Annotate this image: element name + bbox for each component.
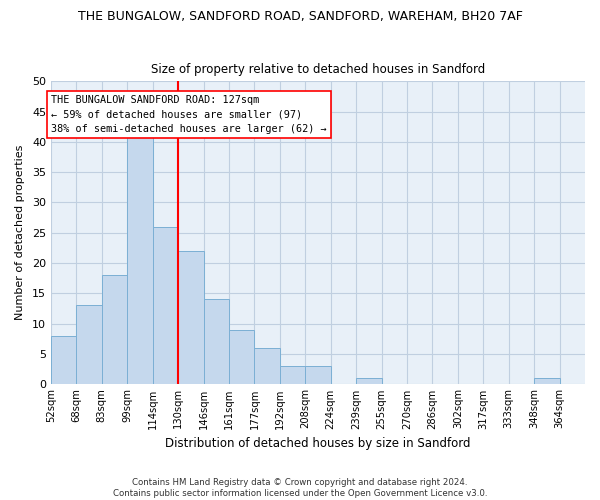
Bar [254, 348, 280, 384]
Text: THE BUNGALOW, SANDFORD ROAD, SANDFORD, WAREHAM, BH20 7AF: THE BUNGALOW, SANDFORD ROAD, SANDFORD, W… [77, 10, 523, 23]
Y-axis label: Number of detached properties: Number of detached properties [15, 145, 25, 320]
Bar [229, 330, 254, 384]
Bar [203, 300, 229, 384]
Bar [102, 275, 127, 384]
Bar [76, 306, 102, 384]
Bar [534, 378, 560, 384]
Bar [178, 251, 203, 384]
X-axis label: Distribution of detached houses by size in Sandford: Distribution of detached houses by size … [165, 437, 471, 450]
Text: Contains HM Land Registry data © Crown copyright and database right 2024.
Contai: Contains HM Land Registry data © Crown c… [113, 478, 487, 498]
Text: THE BUNGALOW SANDFORD ROAD: 127sqm
← 59% of detached houses are smaller (97)
38%: THE BUNGALOW SANDFORD ROAD: 127sqm ← 59%… [52, 94, 327, 134]
Bar [127, 136, 152, 384]
Title: Size of property relative to detached houses in Sandford: Size of property relative to detached ho… [151, 63, 485, 76]
Bar [152, 226, 178, 384]
Bar [280, 366, 305, 384]
Bar [356, 378, 382, 384]
Bar [51, 336, 76, 384]
Bar [305, 366, 331, 384]
